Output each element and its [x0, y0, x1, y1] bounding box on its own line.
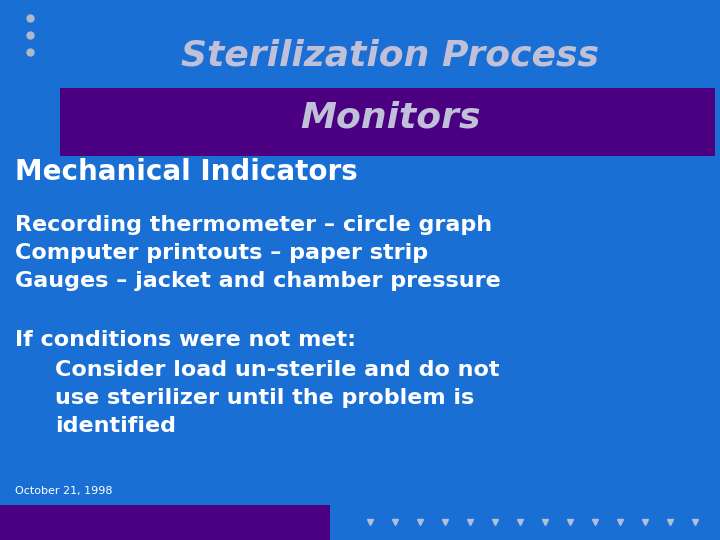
- Text: Computer printouts – paper strip: Computer printouts – paper strip: [15, 243, 428, 263]
- Text: Mechanical Indicators: Mechanical Indicators: [15, 158, 358, 186]
- Text: If conditions were not met:: If conditions were not met:: [15, 330, 356, 350]
- Text: Consider load un-sterile and do not: Consider load un-sterile and do not: [55, 360, 500, 380]
- Text: Gauges – jacket and chamber pressure: Gauges – jacket and chamber pressure: [15, 271, 500, 291]
- Text: October 21, 1998: October 21, 1998: [15, 486, 112, 496]
- Text: use sterilizer until the problem is: use sterilizer until the problem is: [55, 388, 474, 408]
- Text: Recording thermometer – circle graph: Recording thermometer – circle graph: [15, 215, 492, 235]
- Text: Monitors: Monitors: [300, 101, 480, 135]
- Bar: [0, 505, 330, 540]
- Bar: [60, 88, 715, 156]
- Text: identified: identified: [55, 416, 176, 436]
- Text: Sterilization Process: Sterilization Process: [181, 38, 599, 72]
